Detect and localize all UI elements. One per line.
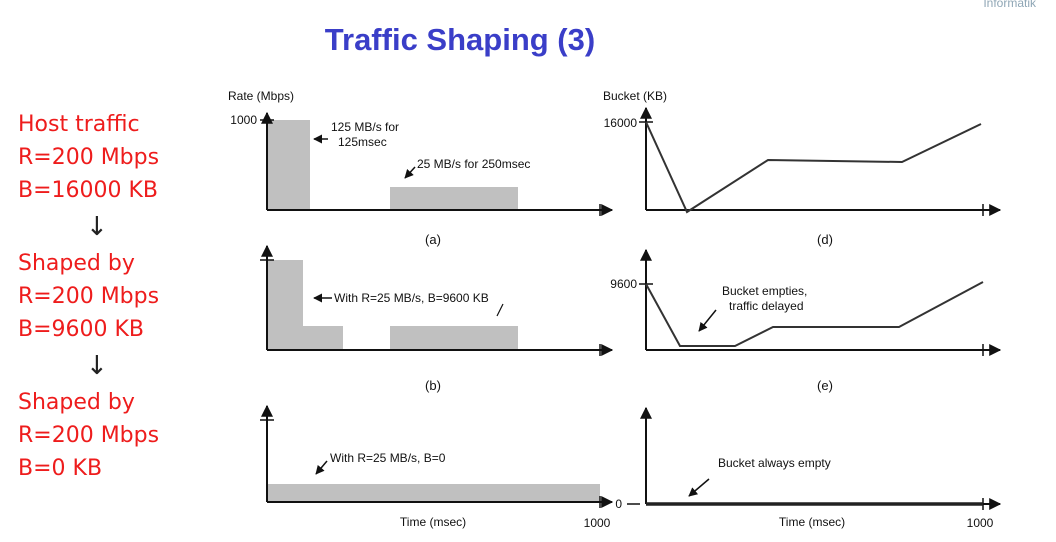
shaped-label-1: Shaped by — [18, 251, 135, 276]
panel-label: (b) — [425, 378, 441, 393]
time-axis-label: Time (msec) — [400, 515, 466, 529]
down-arrow-icon: ↓ — [86, 212, 108, 242]
annotation-arrow — [698, 309, 717, 332]
host-bucket: B=16000 KB — [18, 178, 159, 203]
panel-e: 9600 Bucket empties, traffic delayed (e) — [610, 248, 1002, 393]
tick-label-1000: 1000 — [967, 516, 994, 530]
panel-b: With R=25 MB/s, B=9600 KB (b) — [260, 244, 614, 393]
annotation-arrow — [404, 166, 416, 179]
host-traffic-block: Host traffic R=200 Mbps B=16000 KB — [18, 108, 159, 207]
panel-c: With R=25 MB/s, B=0 Time (msec) 1000 — [260, 404, 614, 530]
tick-label-0: 0 — [615, 497, 622, 511]
annotation-text: 125 MB/s for — [331, 120, 399, 134]
bucket-axis-label: Bucket (KB) — [603, 89, 667, 103]
time-axis-label: Time (msec) — [779, 515, 845, 529]
tick-label-1000: 1000 — [584, 516, 611, 530]
drain-bar — [303, 326, 343, 350]
annotation-pointer — [496, 303, 504, 317]
burst-bar — [268, 120, 310, 210]
shaped-bucket-2: B=0 KB — [18, 456, 103, 481]
shaped-block-2: Shaped by R=200 Mbps B=0 KB — [18, 386, 159, 485]
panel-label: (d) — [817, 232, 833, 247]
shaped-block-1: Shaped by R=200 Mbps B=9600 KB — [18, 247, 159, 346]
annotation-arrow — [688, 478, 710, 497]
annotation-text: traffic delayed — [729, 299, 804, 313]
down-arrow-icon: ↓ — [86, 351, 108, 381]
annotation-arrow — [315, 460, 328, 475]
low-rate-bar — [390, 187, 518, 210]
shaped-label-2: Shaped by — [18, 390, 135, 415]
annotation-text: 125msec — [338, 135, 387, 149]
burst-bar — [268, 260, 303, 350]
tick-label-9600: 9600 — [610, 277, 637, 291]
annotation-text: Bucket empties, — [722, 284, 807, 298]
rate-axis-label: Rate (Mbps) — [228, 89, 294, 103]
panel-label: (e) — [817, 378, 833, 393]
shaped-rate-2: R=200 Mbps — [18, 423, 160, 448]
left-description: Host traffic R=200 Mbps B=16000 KB ↓ Sha… — [18, 108, 159, 485]
annotation-text: With R=25 MB/s, B=0 — [330, 451, 446, 465]
panel-a: Rate (Mbps) 1000 125 MB/s for 125msec 25… — [228, 89, 614, 247]
panel-d: Bucket (KB) 16000 (d) — [603, 89, 1002, 247]
host-rate: R=200 Mbps — [18, 145, 160, 170]
slide-title: Traffic Shaping (3) — [324, 22, 596, 57]
annotation-text: 25 MB/s for 250msec — [417, 157, 530, 171]
host-traffic-label: Host traffic — [18, 112, 140, 137]
corner-label: Informatik — [983, 0, 1036, 10]
low-rate-bar — [390, 326, 518, 350]
panel-f: 0 Bucket always empty Time (msec) 1000 — [615, 406, 1002, 530]
tick-label-16000: 16000 — [604, 116, 638, 130]
shaped-bucket-1: B=9600 KB — [18, 317, 145, 342]
bucket-curve — [645, 121, 982, 214]
constant-rate-bar — [268, 484, 600, 502]
panel-label: (a) — [425, 232, 441, 247]
tick-label-1000: 1000 — [230, 113, 257, 127]
annotation-text: With R=25 MB/s, B=9600 KB — [334, 291, 489, 305]
bucket-curve — [645, 281, 984, 347]
shaped-rate-1: R=200 Mbps — [18, 284, 160, 309]
annotation-text: Bucket always empty — [718, 456, 831, 470]
